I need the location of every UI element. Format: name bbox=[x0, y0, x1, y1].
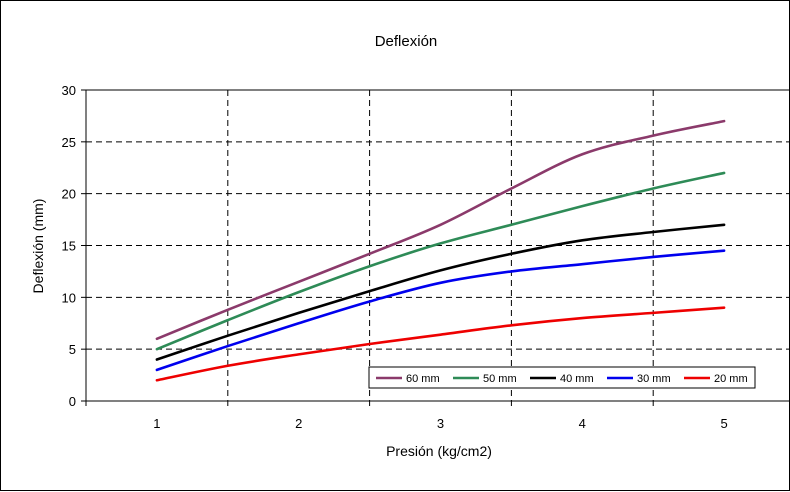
series-layer bbox=[155, 119, 726, 382]
x-tick-label: 5 bbox=[720, 416, 727, 431]
series-line-30-mm bbox=[155, 249, 726, 372]
legend-item: 20 mm bbox=[684, 373, 748, 385]
series-line-50-mm bbox=[155, 171, 726, 351]
y-tick-label: 30 bbox=[62, 83, 76, 98]
legend-label: 20 mm bbox=[714, 373, 748, 385]
y-tick-label: 25 bbox=[62, 135, 76, 150]
y-tick-label: 20 bbox=[62, 187, 76, 202]
series-line-20-mm bbox=[155, 306, 726, 382]
legend-label: 30 mm bbox=[637, 373, 671, 385]
legend-item: 60 mm bbox=[376, 373, 440, 385]
x-axis-label: Presión (kg/cm2) bbox=[386, 443, 492, 459]
x-tick-label: 3 bbox=[437, 416, 444, 431]
chart-title: Deflexión bbox=[375, 33, 438, 50]
legend-item: 30 mm bbox=[607, 373, 671, 385]
series-line-60-mm bbox=[155, 119, 726, 341]
x-tick-label: 4 bbox=[579, 416, 586, 431]
y-tick-label: 15 bbox=[62, 239, 76, 254]
x-tick-label: 2 bbox=[295, 416, 302, 431]
legend-box bbox=[368, 366, 756, 389]
legend-label: 60 mm bbox=[406, 373, 440, 385]
x-tick-label: 1 bbox=[153, 416, 160, 431]
legend: 60 mm 50 mm 40 mm 30 mm 20 mm bbox=[368, 366, 756, 389]
legend-label: 50 mm bbox=[483, 373, 517, 385]
y-tick-label: 5 bbox=[69, 342, 76, 357]
legend-item: 40 mm bbox=[530, 373, 594, 385]
y-tick-label: 0 bbox=[69, 394, 76, 409]
y-tick-label: 10 bbox=[62, 290, 76, 305]
series-line-40-mm bbox=[155, 223, 726, 361]
y-axis-label: Deflexión (mm) bbox=[30, 199, 46, 294]
legend-item: 50 mm bbox=[453, 373, 517, 385]
axis-layer: 0 5 10 15 20 25 30 1 2 3 4 5 bbox=[62, 83, 728, 431]
legend-label: 40 mm bbox=[560, 373, 594, 385]
grid-layer bbox=[86, 90, 790, 401]
